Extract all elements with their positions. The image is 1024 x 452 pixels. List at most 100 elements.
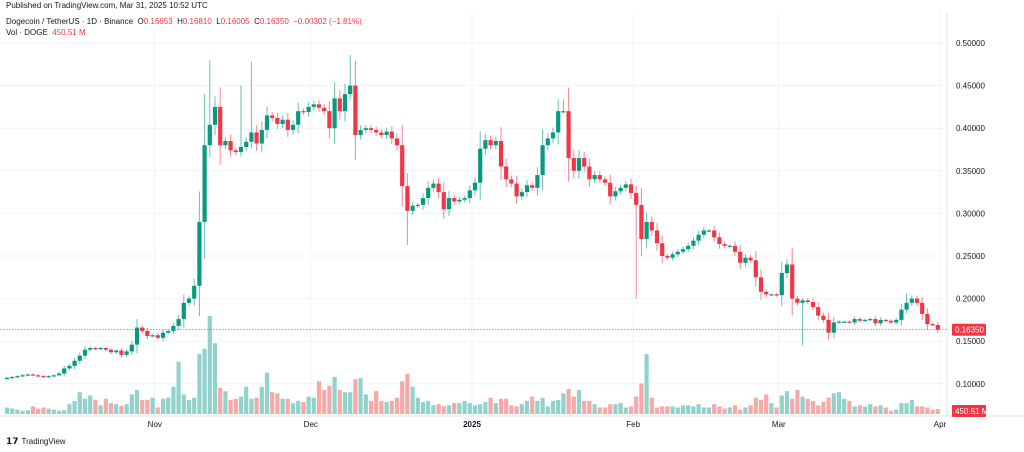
candle-body xyxy=(462,198,467,200)
candle-body xyxy=(322,107,327,112)
volume-bar xyxy=(706,407,712,414)
volume-bar xyxy=(644,354,649,414)
volume-bar xyxy=(129,394,134,414)
candle-body xyxy=(644,221,649,239)
candle-body xyxy=(316,104,322,108)
volume-bar xyxy=(618,403,623,414)
last-price-badge xyxy=(952,323,986,336)
candle-body xyxy=(608,182,613,197)
candle-body xyxy=(675,251,680,255)
candle-body xyxy=(842,321,847,323)
volume-bar xyxy=(623,407,628,414)
volume-bar xyxy=(400,381,405,414)
volume-bar xyxy=(504,398,509,414)
volume-bar xyxy=(779,395,784,414)
volume-bar xyxy=(753,397,758,414)
candle-body xyxy=(197,221,202,286)
volume-bar xyxy=(10,408,15,414)
x-tick-label: Dec xyxy=(304,420,318,429)
candle-body xyxy=(275,117,280,124)
volume-bar xyxy=(883,407,888,414)
volume-bar xyxy=(384,402,389,414)
candle-body xyxy=(301,111,306,113)
candle-body xyxy=(545,138,550,146)
candle-body xyxy=(129,344,134,352)
volume-bar xyxy=(717,406,722,414)
volume-bar xyxy=(597,407,602,414)
candle-body xyxy=(384,131,389,136)
candle-body xyxy=(914,298,920,303)
candle-body xyxy=(566,111,571,159)
candle-body xyxy=(160,332,166,338)
volume-label: Vol · DOGE xyxy=(6,28,48,37)
volume-bar xyxy=(41,407,46,414)
candle-body xyxy=(233,150,238,153)
volume-bar xyxy=(316,381,322,414)
candle-body xyxy=(488,140,493,146)
tradingview-logo[interactable]: 𝟭𝟳 TradingView xyxy=(6,436,66,447)
volume-bar xyxy=(327,385,332,414)
volume-bar xyxy=(920,406,925,414)
volume-bar xyxy=(218,387,223,414)
volume-bar xyxy=(478,404,483,414)
volume-bar xyxy=(186,399,192,414)
candle-body xyxy=(670,254,675,258)
candle-body xyxy=(56,373,62,376)
volume-bar xyxy=(233,398,238,414)
candle-body xyxy=(223,140,228,146)
volume-bar xyxy=(124,404,129,414)
volume-bar xyxy=(556,399,561,414)
volume-bar xyxy=(493,403,498,414)
candle-body xyxy=(114,350,119,353)
volume-bar xyxy=(280,398,285,414)
candle-body xyxy=(124,351,129,355)
candle-body xyxy=(410,205,415,211)
candle-body xyxy=(784,264,790,274)
volume-bar xyxy=(30,406,36,414)
candle-body xyxy=(285,119,290,130)
volume-bar xyxy=(301,402,306,414)
volume-bar xyxy=(25,410,30,414)
volume-bar xyxy=(535,400,540,414)
candle-body xyxy=(571,158,576,171)
candle-body xyxy=(816,307,821,316)
volume-bar xyxy=(634,396,639,414)
candle-body xyxy=(353,85,358,136)
volume-bar xyxy=(764,394,769,414)
candle-body xyxy=(748,257,753,261)
candle-body xyxy=(452,198,457,202)
volume-bar xyxy=(540,397,545,414)
volume-bar xyxy=(389,400,394,414)
candle-body xyxy=(493,140,498,146)
candle-body xyxy=(530,185,535,188)
volume-bar xyxy=(628,406,634,414)
low-label: L xyxy=(216,17,221,26)
volume-bar xyxy=(171,386,176,414)
volume-bar xyxy=(88,395,93,414)
volume-bar xyxy=(758,399,764,414)
candle-body xyxy=(540,145,545,176)
volume-bar xyxy=(498,398,504,414)
candle-body xyxy=(119,350,124,355)
volume-bar xyxy=(805,398,810,414)
candle-body xyxy=(894,319,899,323)
volume-bar xyxy=(816,405,821,414)
volume-bar xyxy=(899,403,904,414)
volume-bar xyxy=(769,403,774,414)
open-label: O xyxy=(137,17,144,26)
volume-bar xyxy=(582,400,587,414)
volume-bar xyxy=(379,400,384,414)
volume-bar xyxy=(103,398,108,414)
volume-bar xyxy=(394,397,400,414)
volume-bar xyxy=(306,396,311,414)
volume-bar xyxy=(311,397,316,414)
candle-body xyxy=(509,179,514,184)
candle-body xyxy=(680,249,686,252)
volume-bar xyxy=(592,404,597,414)
candle-body xyxy=(883,319,888,322)
candle-body xyxy=(10,376,15,379)
volume-bar xyxy=(530,396,535,414)
candle-body xyxy=(498,140,504,167)
candle-body xyxy=(426,187,431,199)
